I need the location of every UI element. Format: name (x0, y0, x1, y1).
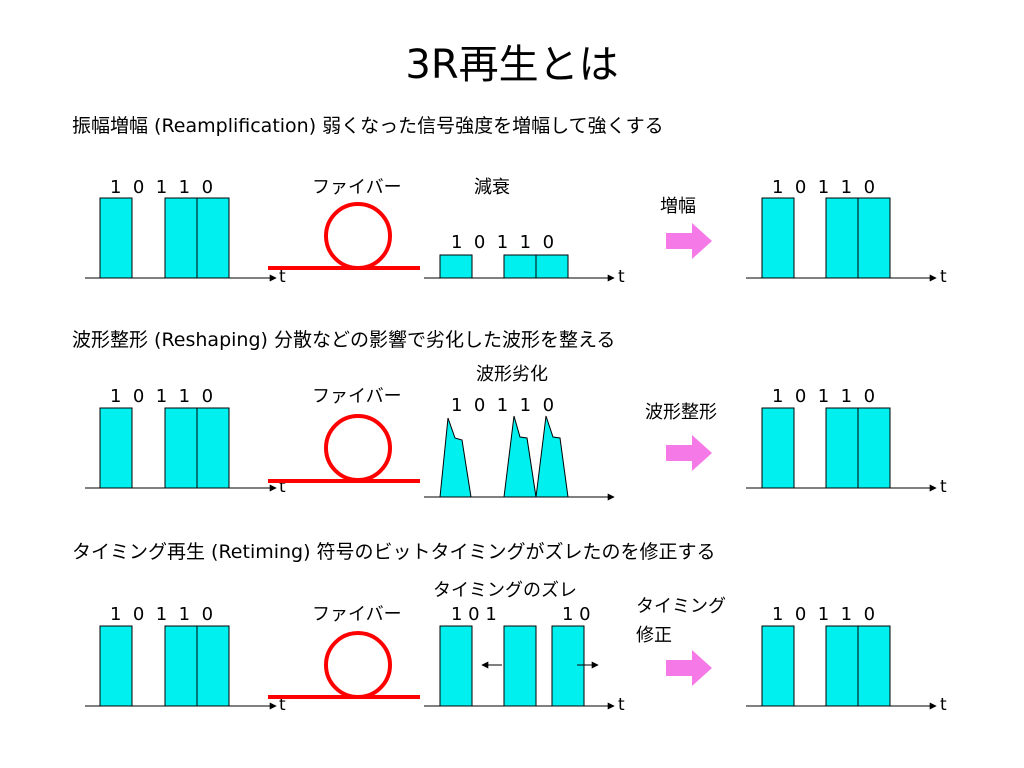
degraded-signal: 波形劣化 1 0 1 1 0 (424, 364, 615, 501)
section-heading: 波形整形 (Reshaping) 分散などの影響で劣化した波形を整える (72, 329, 615, 351)
pulse-bit-1 (196, 197, 230, 279)
fiber-loop: ファイバー (268, 604, 420, 699)
bit-sequence-label: 1 0 1 1 0 (451, 395, 554, 416)
pulse-bit-1 (503, 254, 537, 279)
bit-sequence-label: 1 0 1 1 0 (772, 604, 875, 625)
process-arrow (666, 435, 712, 471)
pulse-bit-1 (99, 625, 133, 707)
action-reshape: 波形整形 (645, 402, 717, 471)
output-signal: 1 0 1 1 0 t (746, 604, 947, 715)
section-retiming: タイミング再生 (Retiming) 符号のビットタイミングがズレたのを修正する… (72, 541, 947, 715)
pulse-bit-1 (164, 407, 198, 489)
timing-shift-label: タイミングのズレ (433, 580, 577, 601)
section-heading: タイミング再生 (Retiming) 符号のビットタイミングがズレたのを修正する (72, 541, 716, 563)
fiber-loop: ファイバー (268, 386, 420, 483)
input-signal: 1 0 1 1 0 t (85, 604, 286, 715)
pulse-bit-1 (857, 197, 891, 279)
degradation-label: 波形劣化 (476, 364, 548, 385)
pulse-bit-1 (551, 625, 585, 707)
slide-title: 3R再生とは (405, 42, 618, 88)
action-label-line-1: タイミング (636, 596, 726, 617)
section-reshaping: 波形整形 (Reshaping) 分散などの影響で劣化した波形を整える 1 0 … (72, 329, 947, 501)
time-axis-label: t (279, 695, 286, 715)
pulse-bit-1 (164, 197, 198, 279)
time-axis-label: t (618, 695, 625, 715)
time-axis-label: t (940, 477, 947, 497)
fiber-label: ファイバー (312, 386, 402, 407)
distorted-pulse (503, 415, 537, 498)
bit-sequence-label: 1 0 1 1 0 (772, 386, 875, 407)
bit-sequence-label: 1 0 1 1 0 (772, 177, 875, 198)
attenuation-label: 減衰 (474, 177, 510, 198)
pulse-bit-1 (439, 625, 473, 707)
jittered-signal: タイミングのズレ 1 0 1 1 0 t (424, 580, 625, 715)
pulse-bit-1 (761, 407, 795, 489)
pulse-bit-1 (99, 407, 133, 489)
fiber-label: ファイバー (312, 604, 402, 625)
input-signal: 1 0 1 1 0 t (85, 177, 286, 287)
output-signal: 1 0 1 1 0 t (746, 386, 947, 497)
bit-sequence-label: 1 0 1 1 0 (110, 386, 213, 407)
section-reamplification: 振幅増幅 (Reamplification) 弱くなった信号強度を増幅して強くす… (72, 115, 947, 287)
time-axis-label: t (279, 477, 286, 497)
time-axis-label: t (940, 695, 947, 715)
pulse-bit-1 (196, 625, 230, 707)
pulse-bit-1 (825, 197, 859, 279)
pulse-bit-1 (761, 625, 795, 707)
distorted-pulse (439, 417, 472, 498)
pulse-bit-1 (857, 407, 891, 489)
action-retime: タイミング 修正 (636, 596, 726, 686)
fiber-label: ファイバー (312, 177, 402, 198)
time-axis-label: t (279, 267, 286, 287)
pulse-bit-1 (857, 625, 891, 707)
bit-sequence-label: 1 0 1 1 0 (110, 177, 213, 198)
action-label: 増幅 (660, 196, 696, 217)
pulse-bit-1 (164, 625, 198, 707)
section-heading: 振幅増幅 (Reamplification) 弱くなった信号強度を増幅して強くす… (72, 115, 664, 137)
time-axis-label: t (940, 267, 947, 287)
pulse-bit-1 (99, 197, 133, 279)
pulse-bit-1 (825, 625, 859, 707)
fiber-coil (324, 414, 392, 482)
pulse-bit-1 (825, 407, 859, 489)
pulse-bit-1 (503, 625, 537, 707)
action-amplify: 増幅 (660, 196, 712, 259)
fiber-loop: ファイバー (268, 177, 420, 270)
attenuated-signal: 減衰 1 0 1 1 0 t (424, 177, 625, 287)
process-arrow (666, 223, 712, 259)
fiber-coil (324, 202, 392, 270)
pulse-bit-1 (535, 254, 569, 279)
process-arrow (666, 650, 712, 686)
action-label-line-2: 修正 (636, 625, 672, 646)
pulse-bit-1 (196, 407, 230, 489)
bit-sequence-label: 1 0 1 (451, 604, 497, 625)
action-label: 波形整形 (645, 402, 717, 423)
output-signal: 1 0 1 1 0 t (746, 177, 947, 287)
input-signal: 1 0 1 1 0 t (85, 386, 286, 497)
distorted-pulse (535, 415, 569, 498)
bit-sequence-label: 1 0 1 1 0 (110, 604, 213, 625)
fiber-coil (324, 631, 392, 699)
bit-sequence-label: 1 0 (562, 604, 591, 625)
time-axis-label: t (618, 267, 625, 287)
pulse-bit-1 (439, 254, 473, 279)
pulse-bit-1 (761, 197, 795, 279)
bit-sequence-label: 1 0 1 1 0 (451, 232, 554, 253)
